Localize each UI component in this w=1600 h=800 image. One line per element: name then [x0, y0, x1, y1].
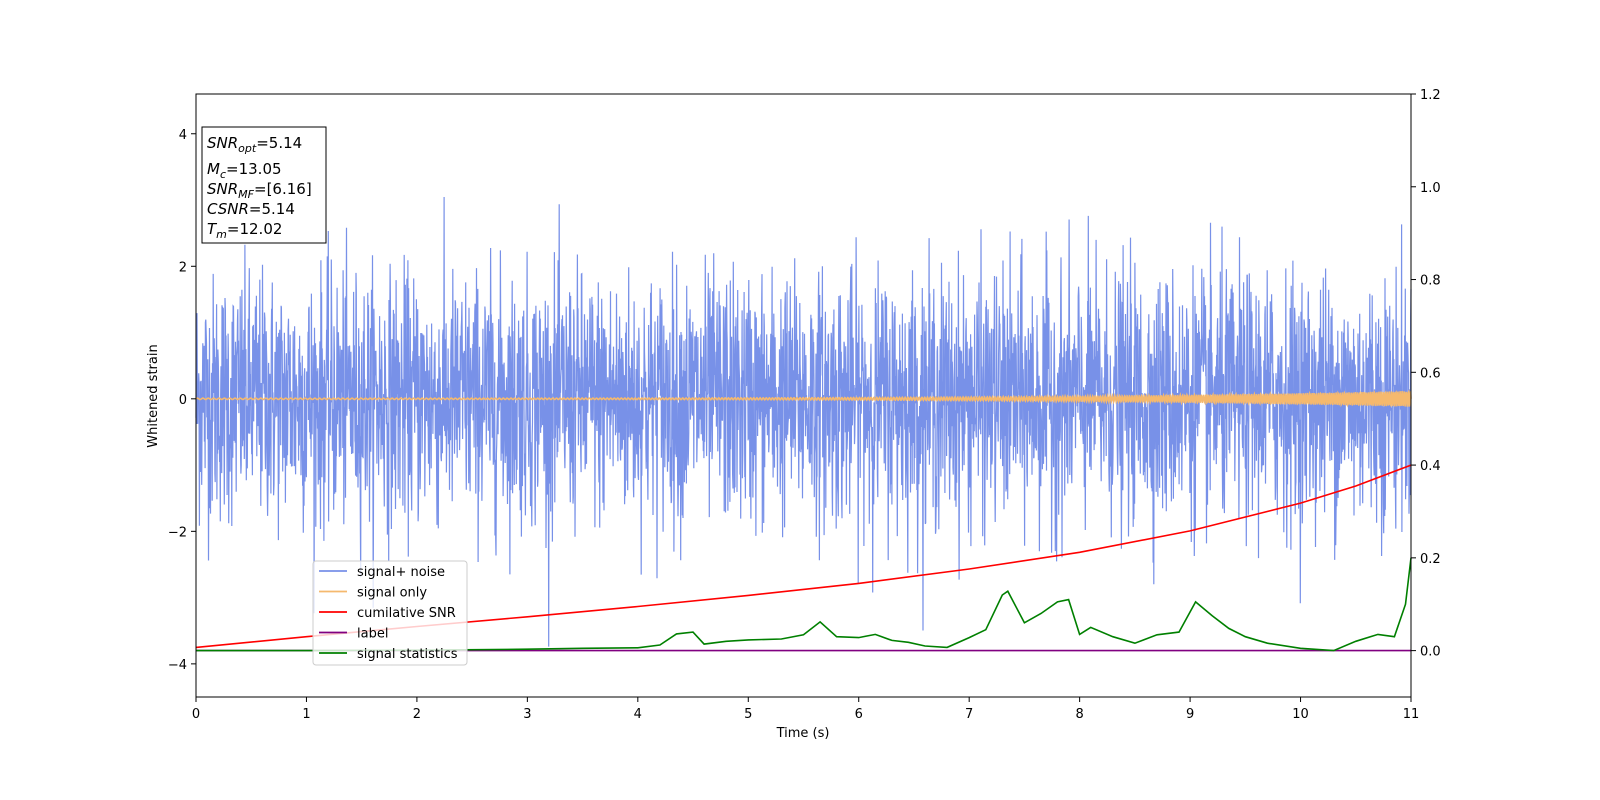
x-tick-label: 0 [192, 707, 200, 722]
x-tick-label: 11 [1403, 707, 1420, 722]
axes-frame [195, 93, 1412, 698]
x-tick-label: 9 [1186, 707, 1194, 722]
legend-label: label [357, 627, 388, 642]
annotation-line: Tm=12.02 [207, 220, 282, 241]
y-tick-label: 2 [179, 260, 187, 275]
legend-label: cumilative SNR [357, 606, 456, 621]
x-tick-label: 2 [413, 707, 421, 722]
y2-tick-label: 1.0 [1420, 181, 1441, 196]
legend-label: signal+ noise [357, 565, 445, 580]
y-tick-label: −4 [168, 658, 187, 673]
x-axis: 0 1 2 3 4 5 6 7 8 9 10 11 [192, 697, 1419, 722]
x-tick-label: 8 [1075, 707, 1083, 722]
y-axis-left: −4 −2 0 2 4 [168, 128, 196, 673]
legend: signal+ noise signal only cumilative SNR la… [312, 560, 468, 666]
x-tick-label: 4 [634, 707, 642, 722]
y-tick-label: 4 [179, 128, 187, 143]
x-tick-label: 7 [965, 707, 973, 722]
x-tick-label: 10 [1292, 707, 1309, 722]
y2-tick-label: 0.2 [1420, 552, 1441, 567]
y-tick-label: −2 [168, 525, 187, 540]
y-tick-label: 0 [179, 393, 187, 408]
series-line-signal-statistics [196, 557, 1412, 652]
legend-label: signal statistics [357, 647, 458, 662]
annotation-line: Mc=13.05 [207, 160, 282, 181]
legend-label: signal only [357, 586, 427, 601]
y2-tick-label: 0.8 [1420, 274, 1441, 289]
annotation-box: SNRopt=5.14 Mc=13.05 SNRMF=[6.16] CSNR=5… [201, 126, 327, 244]
annotation-line: SNRopt=5.14 [207, 134, 302, 155]
y2-tick-label: 0.4 [1420, 459, 1441, 474]
x-tick-label: 1 [302, 707, 310, 722]
x-tick-label: 3 [523, 707, 531, 722]
x-tick-label: 6 [855, 707, 863, 722]
y-axis-right: 0.0 0.2 0.4 0.6 0.8 1.0 1.2 [1411, 88, 1441, 660]
annotation-line: SNRMF=[6.16] [207, 180, 312, 201]
y2-tick-label: 1.2 [1420, 88, 1441, 103]
annotation-line: CSNR=5.14 [207, 200, 295, 218]
series-line-signal-noise [195, 196, 1412, 647]
y-axis-label: Whitened strain [146, 344, 161, 447]
legend-frame [312, 560, 468, 666]
y2-tick-label: 0.0 [1420, 645, 1441, 660]
x-tick-label: 5 [744, 707, 752, 722]
y2-tick-label: 0.6 [1420, 366, 1441, 381]
x-axis-label: Time (s) [776, 726, 830, 741]
series-line-signal-only [195, 389, 1412, 408]
